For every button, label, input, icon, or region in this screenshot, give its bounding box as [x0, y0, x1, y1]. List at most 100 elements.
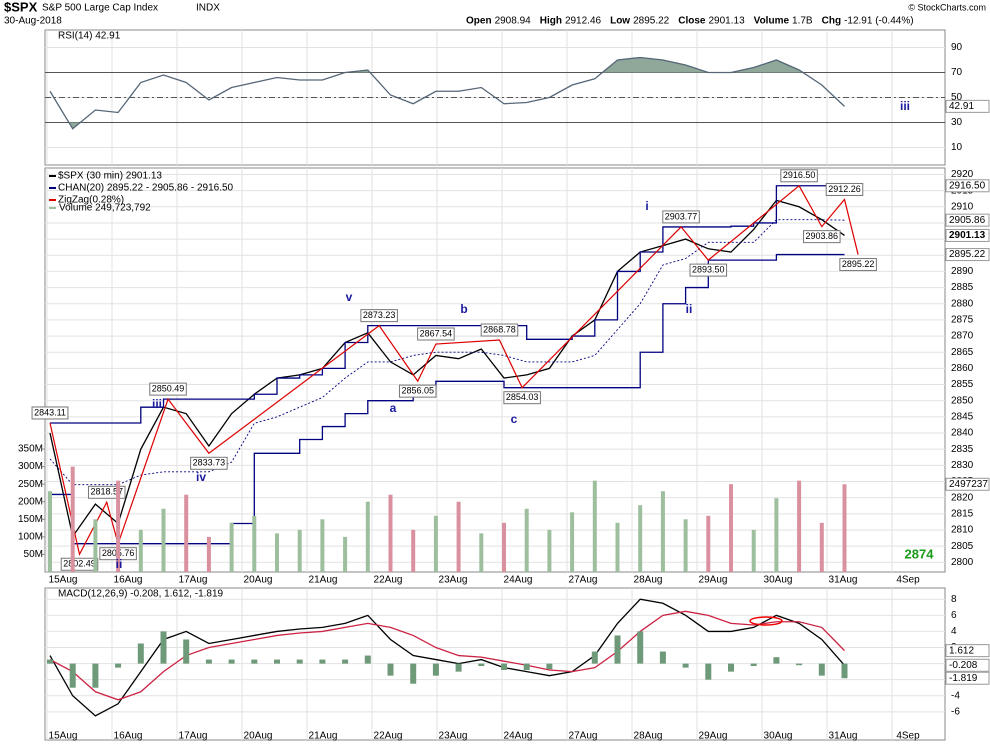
x-tick-label: 20Aug [244, 575, 273, 586]
last-value-label: 2916.50 [949, 180, 986, 191]
volume-tick-label: 250M [18, 479, 43, 490]
volume-tick-label: 100M [18, 532, 43, 543]
wave-label: ii [116, 557, 123, 571]
y-tick-label: 2860 [951, 363, 974, 374]
x-tick-label: 23Aug [439, 731, 468, 742]
y-tick-label: -4 [951, 690, 960, 701]
x-tick-label: 17Aug [179, 575, 208, 586]
histogram-bar [251, 659, 258, 664]
y-tick-label: 2910 [951, 201, 974, 212]
y-tick-label: 2820 [951, 492, 974, 503]
volume-bar [320, 519, 325, 572]
symbol: $SPX [4, 0, 38, 14]
x-tick-label: 4Sep [896, 575, 920, 586]
x-tick-label: 27Aug [569, 575, 598, 586]
y-tick-label: 2890 [951, 266, 974, 277]
x-tick-label: 29Aug [699, 575, 728, 586]
volume-bar [411, 529, 416, 572]
y-tick-label: 2920 [951, 169, 974, 180]
zigzag-label: 2868.78 [483, 324, 516, 334]
histogram-bar [523, 663, 530, 671]
x-tick-label: 24Aug [504, 731, 533, 742]
volume-bar [433, 515, 438, 572]
x-tick-label: 22Aug [374, 731, 403, 742]
zigzag-label: 2912.26 [828, 184, 861, 194]
x-tick-label: 15Aug [49, 731, 78, 742]
series-line [49, 598, 845, 717]
y-tick-label: 10 [951, 142, 963, 153]
zigzag-label: 2873.23 [363, 310, 396, 320]
y-tick-label: 2835 [951, 444, 974, 455]
histogram-bar [364, 655, 371, 664]
volume-tick-label: 300M [18, 461, 43, 472]
brand: © StockCharts.com [908, 2, 986, 12]
volume-bar [456, 501, 461, 572]
histogram-bar [115, 663, 122, 668]
volume-bar [570, 512, 575, 572]
histogram-bar [705, 663, 712, 680]
y-tick-label: 4 [951, 626, 957, 637]
volume-bar [93, 519, 98, 572]
volume-bar [547, 529, 552, 572]
series-line [49, 610, 845, 701]
volume-bar [229, 522, 234, 572]
histogram-bar [410, 663, 417, 684]
zigzag-label: 2903.77 [665, 211, 698, 221]
zigzag-label: 2916.50 [783, 170, 816, 180]
volume-bar [592, 480, 597, 572]
zigzag-label: 2895.22 [842, 259, 875, 269]
histogram-bar [387, 663, 394, 676]
x-tick-label: 23Aug [439, 575, 468, 586]
volume-bar [343, 536, 348, 572]
x-tick-label: 20Aug [244, 731, 273, 742]
histogram-bar [296, 659, 303, 664]
quote-value: -12.91 (-0.44%) [844, 16, 913, 27]
exchange: INDX [196, 3, 220, 14]
y-tick-label: 2870 [951, 331, 974, 342]
x-tick-label: 4Sep [896, 731, 920, 742]
histogram-bar [682, 663, 689, 668]
y-tick-label: 8 [951, 594, 957, 605]
histogram-bar [274, 659, 280, 664]
x-tick-label: 30Aug [764, 731, 793, 742]
last-value-tag [945, 213, 990, 227]
zigzag-label-box [398, 384, 437, 398]
volume-bar [388, 494, 393, 572]
histogram-bar [841, 663, 848, 679]
quote-label: Close [678, 16, 706, 27]
zigzag-label-box [87, 485, 126, 499]
quote-label: Low [610, 16, 630, 27]
quote-label: Chg [822, 16, 841, 27]
volume-bar [138, 529, 143, 572]
last-value-label: -0.208 [949, 660, 978, 671]
volume-bar [479, 533, 484, 572]
x-tick-label: 21Aug [309, 731, 338, 742]
last-value-label: 42.91 [949, 101, 974, 112]
histogram-bar [183, 639, 190, 664]
series-line [49, 219, 845, 486]
y-tick-label: 30 [951, 117, 963, 128]
quote: Open 2908.94 High 2912.46 Low 2895.22 Close 290… [466, 16, 914, 27]
quote-value: 2901.13 [708, 16, 745, 27]
histogram-bar [478, 663, 485, 667]
volume-bar [116, 480, 121, 572]
zigzag-label: 2854.03 [506, 392, 539, 402]
histogram-bar [796, 663, 803, 666]
zigzag-line [49, 184, 859, 556]
zigzag-label: 2856.05 [401, 386, 434, 396]
quote-label: Volume [754, 16, 790, 27]
histogram-bar [501, 663, 507, 671]
y-tick-label: 2885 [951, 282, 974, 293]
wave-label: c [511, 412, 518, 426]
last-value-tag [945, 179, 990, 193]
quote-value: 2908.94 [495, 16, 532, 27]
volume-bar [524, 508, 529, 572]
y-tick-label: 70 [951, 67, 963, 78]
zigzag-label: 2903.86 [806, 231, 839, 241]
x-tick-label: 22Aug [374, 575, 403, 586]
last-value-tag [945, 248, 990, 262]
volume-bar [502, 522, 506, 572]
zigzag-label-box [825, 182, 864, 196]
histogram-bar [818, 663, 825, 676]
